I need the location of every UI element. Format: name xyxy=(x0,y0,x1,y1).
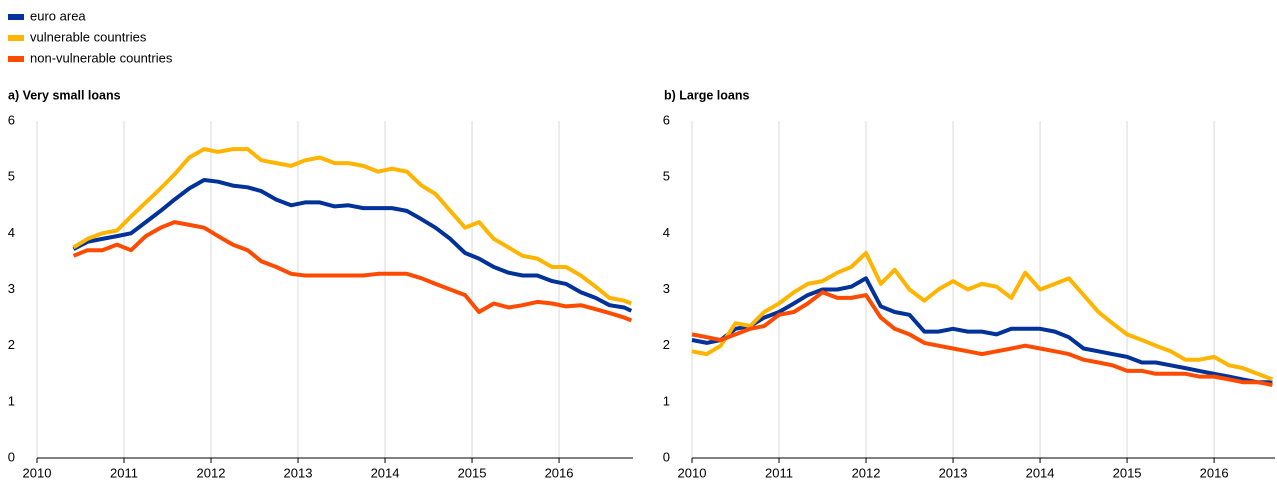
y-tick-label: 3 xyxy=(663,281,670,296)
y-tick-label: 3 xyxy=(8,281,15,296)
x-tick-label: 2013 xyxy=(939,465,968,480)
y-tick-label: 6 xyxy=(663,112,670,127)
panel-title: a) Very small loans xyxy=(8,88,121,102)
y-tick-label: 0 xyxy=(8,449,15,464)
x-tick-label: 2015 xyxy=(1113,465,1142,480)
line-series xyxy=(72,220,633,323)
x-tick-label: 2012 xyxy=(852,465,881,480)
x-tick-label: 2014 xyxy=(371,465,400,480)
x-tick-label: 2013 xyxy=(284,465,313,480)
panel-title: b) Large loans xyxy=(664,88,749,102)
legend-swatch xyxy=(8,35,24,41)
y-tick-label: 6 xyxy=(8,112,15,127)
x-tick-label: 2012 xyxy=(197,465,226,480)
line-series xyxy=(691,251,1274,382)
y-tick-label: 1 xyxy=(8,393,15,408)
x-tick-label: 2016 xyxy=(1200,465,1229,480)
legend-swatch xyxy=(8,14,24,20)
y-tick-label: 5 xyxy=(663,169,670,184)
y-tick-label: 2 xyxy=(8,337,15,352)
legend-label: euro area xyxy=(30,8,86,23)
y-tick-label: 1 xyxy=(663,393,670,408)
x-tick-label: 2016 xyxy=(545,465,574,480)
x-tick-label: 2015 xyxy=(458,465,487,480)
line-series xyxy=(691,276,1273,385)
x-tick-label: 2010 xyxy=(678,465,707,480)
x-tick-label: 2011 xyxy=(765,465,793,480)
x-tick-label: 2011 xyxy=(110,465,138,480)
legend-label: vulnerable countries xyxy=(30,29,147,44)
legend-label: non-vulnerable countries xyxy=(30,50,173,65)
y-tick-label: 4 xyxy=(663,225,670,240)
line-series xyxy=(72,178,633,313)
y-tick-label: 0 xyxy=(663,449,670,464)
line-series xyxy=(691,290,1273,387)
line-series xyxy=(72,147,633,306)
legend-swatch xyxy=(8,56,24,62)
y-tick-label: 4 xyxy=(8,225,15,240)
x-tick-label: 2014 xyxy=(1026,465,1055,480)
y-tick-label: 5 xyxy=(8,169,15,184)
y-tick-label: 2 xyxy=(663,337,670,352)
x-tick-label: 2010 xyxy=(23,465,52,480)
